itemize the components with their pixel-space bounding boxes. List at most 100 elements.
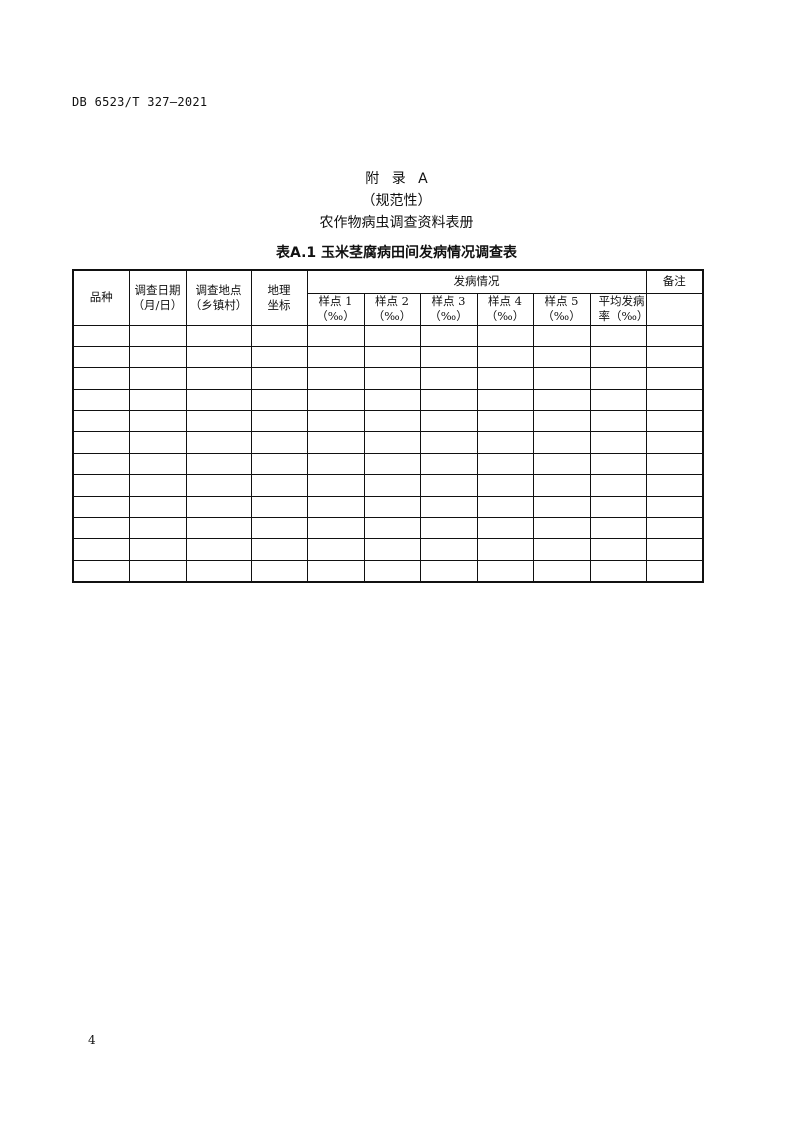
table-cell bbox=[476, 431, 534, 454]
table-row bbox=[72, 410, 704, 433]
table-cell bbox=[185, 367, 252, 390]
table-cell bbox=[250, 538, 308, 561]
table-cell bbox=[185, 559, 252, 583]
table-cell bbox=[250, 452, 308, 476]
table-cell bbox=[128, 538, 187, 561]
table-cell bbox=[532, 495, 591, 519]
table-cell bbox=[185, 517, 252, 540]
table-cell bbox=[363, 345, 421, 369]
table-cell bbox=[363, 474, 421, 497]
col-date: 调查日期 （月/日） bbox=[128, 269, 187, 326]
table-row bbox=[72, 345, 704, 369]
table-cell bbox=[645, 367, 704, 390]
table-cell bbox=[589, 538, 647, 561]
table-cell bbox=[589, 410, 647, 433]
table-cell bbox=[72, 538, 130, 561]
table-cell bbox=[589, 367, 647, 390]
table-cell bbox=[589, 452, 647, 476]
table-cell bbox=[128, 431, 187, 454]
table-cell bbox=[72, 431, 130, 454]
table-cell bbox=[589, 559, 647, 583]
col-remarks: 备注 bbox=[645, 269, 704, 294]
table-cell bbox=[589, 431, 647, 454]
table-cell bbox=[185, 452, 252, 476]
table-cell bbox=[72, 345, 130, 369]
table-cell bbox=[72, 324, 130, 347]
table-cell bbox=[532, 452, 591, 476]
table-cell bbox=[250, 431, 308, 454]
table-cell bbox=[72, 559, 130, 583]
page-number: 4 bbox=[88, 1033, 96, 1047]
appendix-nature: （规范性） bbox=[361, 193, 432, 209]
table-cell bbox=[645, 452, 704, 476]
table-cell bbox=[72, 410, 130, 433]
table-cell bbox=[128, 474, 187, 497]
table-row bbox=[72, 367, 704, 390]
table-cell bbox=[306, 324, 365, 347]
table-cell bbox=[476, 410, 534, 433]
table-cell bbox=[363, 517, 421, 540]
table-cell bbox=[250, 495, 308, 519]
col-location: 调查地点 （乡镇村） bbox=[185, 269, 252, 326]
table-cell bbox=[419, 474, 478, 497]
col-sample-3: 样点 3 （‰） bbox=[419, 292, 478, 326]
table-cell bbox=[128, 345, 187, 369]
table-cell bbox=[128, 452, 187, 476]
table-cell bbox=[250, 367, 308, 390]
table-row bbox=[72, 538, 704, 561]
table-cell bbox=[306, 495, 365, 519]
table-row bbox=[72, 452, 704, 476]
table-cell bbox=[419, 431, 478, 454]
table-cell bbox=[476, 559, 534, 583]
table-cell bbox=[476, 367, 534, 390]
table-caption: 表A.1 玉米茎腐病田间发病情况调查表 bbox=[275, 245, 518, 261]
table-cell bbox=[532, 345, 591, 369]
table-cell bbox=[645, 474, 704, 497]
table-cell bbox=[476, 538, 534, 561]
table-cell bbox=[363, 538, 421, 561]
table-cell bbox=[645, 517, 704, 540]
table-cell bbox=[306, 431, 365, 454]
table-cell bbox=[185, 538, 252, 561]
col-average-rate: 平均发病 率（‰） bbox=[589, 292, 648, 326]
table-cell bbox=[419, 388, 478, 412]
table-cell bbox=[306, 474, 365, 497]
table-cell bbox=[645, 324, 704, 347]
table-cell bbox=[363, 324, 421, 347]
table-cell bbox=[72, 388, 130, 412]
table-cell bbox=[306, 367, 365, 390]
table-cell bbox=[128, 410, 187, 433]
table-cell bbox=[363, 559, 421, 583]
table-row bbox=[72, 474, 704, 497]
table-row bbox=[72, 517, 704, 540]
table-cell bbox=[589, 324, 647, 347]
table-cell bbox=[476, 324, 534, 347]
table-cell bbox=[532, 474, 591, 497]
table-row bbox=[72, 431, 704, 454]
table-cell bbox=[532, 388, 591, 412]
table-row bbox=[72, 388, 704, 412]
appendix-title: 附 录 A bbox=[365, 171, 428, 187]
table-cell bbox=[185, 410, 252, 433]
table-cell bbox=[306, 410, 365, 433]
table-cell bbox=[589, 474, 647, 497]
table-cell bbox=[363, 367, 421, 390]
table-cell bbox=[128, 367, 187, 390]
table-cell bbox=[419, 367, 478, 390]
table-cell bbox=[645, 538, 704, 561]
table-cell bbox=[645, 388, 704, 412]
table-cell bbox=[419, 452, 478, 476]
table-cell bbox=[250, 517, 308, 540]
table-cell bbox=[589, 388, 647, 412]
col-sample-1: 样点 1 （‰） bbox=[306, 292, 365, 326]
table-cell bbox=[185, 495, 252, 519]
table-cell bbox=[185, 345, 252, 369]
table-cell bbox=[250, 388, 308, 412]
table-cell bbox=[306, 452, 365, 476]
table-cell bbox=[476, 517, 534, 540]
table-cell bbox=[419, 410, 478, 433]
col-sample-2: 样点 2 （‰） bbox=[363, 292, 421, 326]
table-cell bbox=[419, 345, 478, 369]
table-cell bbox=[419, 538, 478, 561]
col-remarks-blank bbox=[645, 292, 704, 326]
